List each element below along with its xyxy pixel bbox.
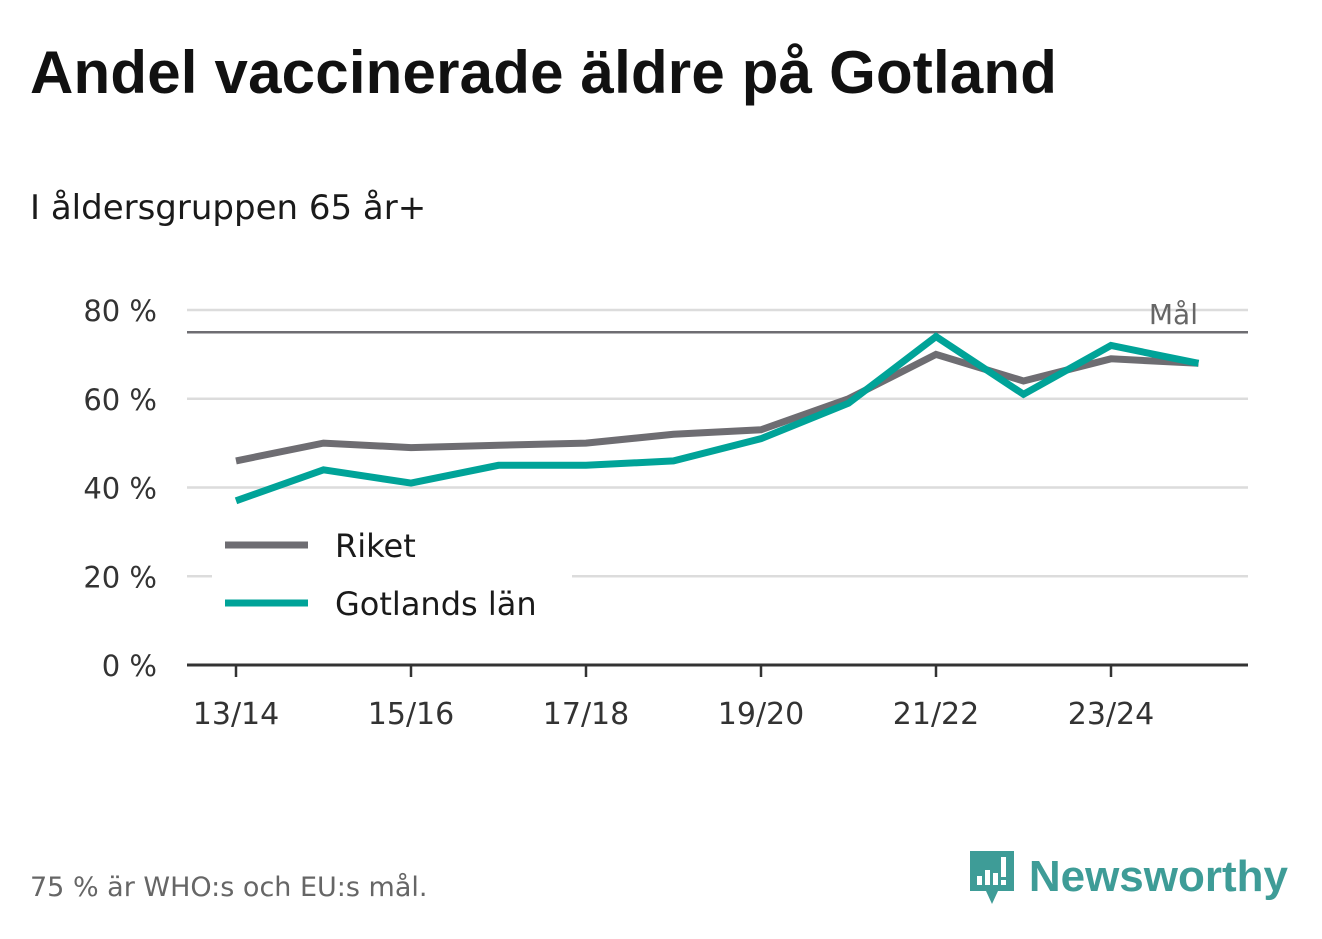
- x-tick-label: 17/18: [543, 697, 629, 732]
- y-tick-label: 40 %: [83, 472, 157, 506]
- goal-label: Mål: [1149, 298, 1198, 331]
- x-tick-label: 15/16: [368, 697, 454, 732]
- x-tick-label: 21/22: [893, 697, 979, 732]
- chart-title: Andel vaccinerade äldre på Gotland: [30, 39, 1058, 106]
- legend-label: Gotlands län: [335, 585, 537, 623]
- legend-label: Riket: [335, 527, 416, 565]
- legend-box: [212, 516, 572, 628]
- series-line-riket: [235, 350, 1199, 465]
- chart-subtitle: I åldersgruppen 65 år+: [30, 188, 427, 228]
- brand: Newsworthy: [967, 848, 1288, 906]
- y-tick-label: 80 %: [83, 294, 157, 328]
- x-axis-ticks: 13/14 15/16 17/18 19/20 21/22 23/24: [193, 665, 1154, 732]
- y-tick-label: 0 %: [102, 649, 157, 683]
- y-tick-label: 60 %: [83, 383, 157, 417]
- series-line-gotlands-lan: [234, 332, 1200, 505]
- brand-name: Newsworthy: [1028, 852, 1288, 901]
- x-tick-label: 13/14: [193, 697, 279, 732]
- goal-reference: Mål: [187, 298, 1248, 334]
- newsworthy-logo-icon: [969, 851, 1014, 904]
- y-tick-label: 20 %: [83, 560, 157, 594]
- x-tick-label: 19/20: [718, 697, 804, 732]
- footnote: 75 % är WHO:s och EU:s mål.: [30, 872, 428, 903]
- y-axis-ticks: 0 % 20 % 40 % 60 % 80 %: [83, 294, 157, 683]
- series-lines: [234, 332, 1200, 505]
- legend: Riket Gotlands län: [212, 516, 572, 628]
- x-tick-label: 23/24: [1068, 697, 1154, 732]
